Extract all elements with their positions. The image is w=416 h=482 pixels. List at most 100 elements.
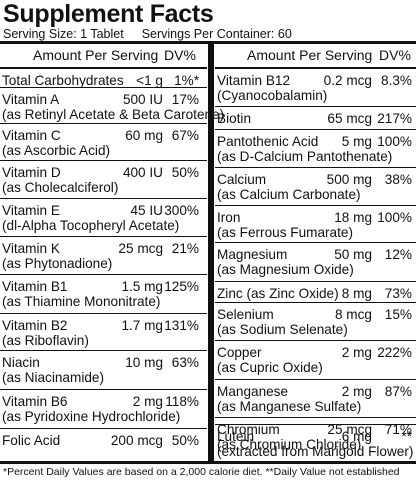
- bottom-rule: [0, 461, 416, 464]
- row-divider: [215, 242, 416, 243]
- nutrient-source: (as Niacinamide): [2, 370, 104, 385]
- nutrient-dv: 100%: [377, 210, 412, 225]
- row-divider: [0, 236, 207, 237]
- row-divider: [0, 428, 207, 429]
- nutrient-dv: 63%: [171, 355, 199, 370]
- nutrient-row: Copper 2 mg 222% (as Cupric Oxide): [215, 341, 416, 380]
- nutrient-source: (as Cupric Oxide): [217, 360, 323, 375]
- nutrient-name: Vitamin D: [2, 165, 61, 180]
- nutrient-source: (as Pyridoxine Hydrochloride): [2, 409, 181, 424]
- nutrient-amount: 500 mg: [326, 172, 372, 187]
- nutrient-name: Copper: [217, 345, 262, 360]
- nutrient-amount: 6 mg: [341, 429, 372, 444]
- row-divider: [215, 340, 416, 341]
- nutrient-row: Vitamin E 45 IU 300% (dl-Alpha Tocopheryl A…: [0, 199, 207, 237]
- row-divider: [215, 417, 416, 418]
- nutrient-name: Selenium: [217, 307, 274, 322]
- nutrient-amount: 500 IU: [122, 92, 163, 107]
- nutrient-name: Vitamin A: [2, 92, 60, 107]
- nutrient-source: (as Ferrous Fumarate): [217, 225, 353, 240]
- nutrient-amount: 200 mcg: [110, 433, 163, 448]
- row-divider: [215, 281, 416, 282]
- nutrient-dv: 12%: [384, 247, 412, 262]
- nutrient-row: Lutein 6 mg ** (extracted from Marigold Flo…: [215, 425, 416, 462]
- row-divider: [0, 389, 207, 390]
- nutrient-row: Vitamin B12 0.2 mcg 8.3% (Cyanocobalamin): [215, 69, 416, 107]
- nutrient-dv: 131%: [164, 318, 199, 333]
- nutrient-dv: 50%: [171, 165, 199, 180]
- nutrient-amount: 2 mg: [132, 394, 163, 409]
- row-divider: [215, 379, 416, 380]
- nutrient-dv: **: [401, 429, 412, 444]
- nutrient-name: Calcium: [217, 172, 267, 187]
- nutrient-dv: 71%: [384, 422, 412, 437]
- row-divider: [0, 87, 207, 88]
- row-divider: [215, 129, 416, 130]
- nutrient-name: Folic Acid: [2, 433, 61, 448]
- nutrient-source: (extracted from Marigold Flower): [217, 444, 414, 459]
- nutrient-dv: 38%: [384, 172, 412, 187]
- nutrient-amount: 2 mg: [341, 384, 372, 399]
- nutrient-amount: 50 mg: [334, 247, 372, 262]
- left-dv-header: DV%: [164, 47, 196, 63]
- nutrient-row: Niacin 10 mg 63% (as Niacinamide): [0, 351, 207, 390]
- nutrient-dv: 17%: [171, 92, 199, 107]
- nutrient-row: Vitamin K 25 mcg 21% (as Phytonadione): [0, 237, 207, 275]
- nutrient-amount: 8 mg: [341, 286, 372, 301]
- nutrient-amount: 65 mcg: [327, 111, 372, 126]
- row-divider: [215, 302, 416, 303]
- nutrient-amount: 400 IU: [122, 165, 163, 180]
- nutrient-row: Vitamin D 400 IU 50% (as Cholecalciferol): [0, 161, 207, 199]
- nutrient-name: Pantothenic Acid: [217, 134, 319, 149]
- nutrient-name: Zinc (as Zinc Oxide): [217, 286, 339, 301]
- nutrient-source: (as Calcium Carbonate): [217, 187, 361, 202]
- nutrient-source: (as Retinyl Acetate & Beta Carotene): [2, 107, 225, 122]
- nutrient-source: (dl-Alpha Tocopheryl Acetate): [2, 218, 180, 233]
- nutrient-dv: 100%: [377, 134, 412, 149]
- panel-title: Supplement Facts: [3, 0, 214, 28]
- right-amount-header: Amount Per Serving: [247, 47, 373, 63]
- nutrient-amount: 25 mcg: [118, 241, 163, 256]
- nutrient-row: Vitamin B6 2 mg 118% (as Pyridoxine Hydroch…: [0, 390, 207, 429]
- row-divider: [0, 350, 207, 351]
- left-header-rule: [0, 67, 207, 69]
- nutrient-name: Vitamin B6: [2, 394, 68, 409]
- nutrient-source: (as Manganese Sulfate): [217, 399, 362, 414]
- left-column: Amount Per Serving DV% Total Carbohydrat…: [0, 44, 224, 462]
- nutrient-amount: 8 mcg: [334, 307, 372, 322]
- nutrient-source: (as Ascorbic Acid): [2, 143, 111, 158]
- nutrient-row: Vitamin B1 1.5 mg 125% (as Thiamine Mononit…: [0, 275, 207, 314]
- nutrient-name: Total Carbohydrates: [2, 73, 124, 88]
- right-column: Amount Per Serving DV% Vitamin B12 0.2 mc…: [215, 44, 416, 462]
- nutrient-amount: 45 IU: [130, 203, 164, 218]
- nutrient-dv: 1%*: [174, 73, 199, 88]
- row-divider: [215, 106, 416, 107]
- nutrient-dv: 300%: [164, 203, 199, 218]
- nutrient-source: (as Riboflavin): [2, 333, 89, 348]
- nutrient-row: Vitamin B2 1.7 mg 131% (as Riboflavin): [0, 314, 207, 351]
- nutrient-dv: 118%: [165, 394, 199, 409]
- nutrient-source: (as Thiamine Mononitrate): [2, 294, 161, 309]
- nutrient-row: Biotin 65 mcg 217%: [215, 107, 416, 130]
- nutrient-row: Pantothenic Acid 5 mg 100% (as D-Calcium Pa…: [215, 130, 416, 168]
- right-header-rule: [215, 67, 416, 69]
- nutrient-name: Lutein: [217, 429, 255, 444]
- nutrient-amount: 60 mg: [125, 128, 163, 143]
- nutrient-source: (as Cholecalciferol): [2, 180, 119, 195]
- column-divider: [208, 44, 214, 462]
- row-divider: [0, 123, 207, 124]
- nutrient-amount: 1.5 mg: [121, 279, 163, 294]
- nutrient-row: Calcium 500 mg 38% (as Calcium Carbonate): [215, 168, 416, 206]
- row-divider: [0, 198, 207, 199]
- nutrient-name: Niacin: [2, 355, 40, 370]
- nutrient-name: Magnesium: [217, 247, 288, 262]
- nutrient-amount: 25 mcg: [327, 422, 372, 437]
- nutrient-dv: 50%: [171, 433, 199, 448]
- nutrient-amount: 0.2 mcg: [323, 73, 372, 88]
- nutrient-amount: <1 g: [136, 73, 163, 88]
- nutrient-row: Magnesium 50 mg 12% (as Magnesium Oxide): [215, 243, 416, 282]
- nutrient-amount: 1.7 mg: [121, 318, 163, 333]
- nutrient-name: Vitamin B12: [217, 73, 291, 88]
- nutrient-dv: 8.3%: [381, 73, 412, 88]
